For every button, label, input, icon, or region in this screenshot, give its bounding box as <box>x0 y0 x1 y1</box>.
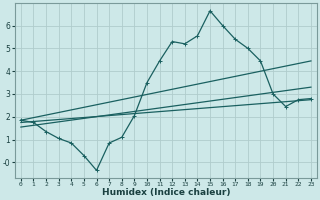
X-axis label: Humidex (Indice chaleur): Humidex (Indice chaleur) <box>102 188 230 197</box>
